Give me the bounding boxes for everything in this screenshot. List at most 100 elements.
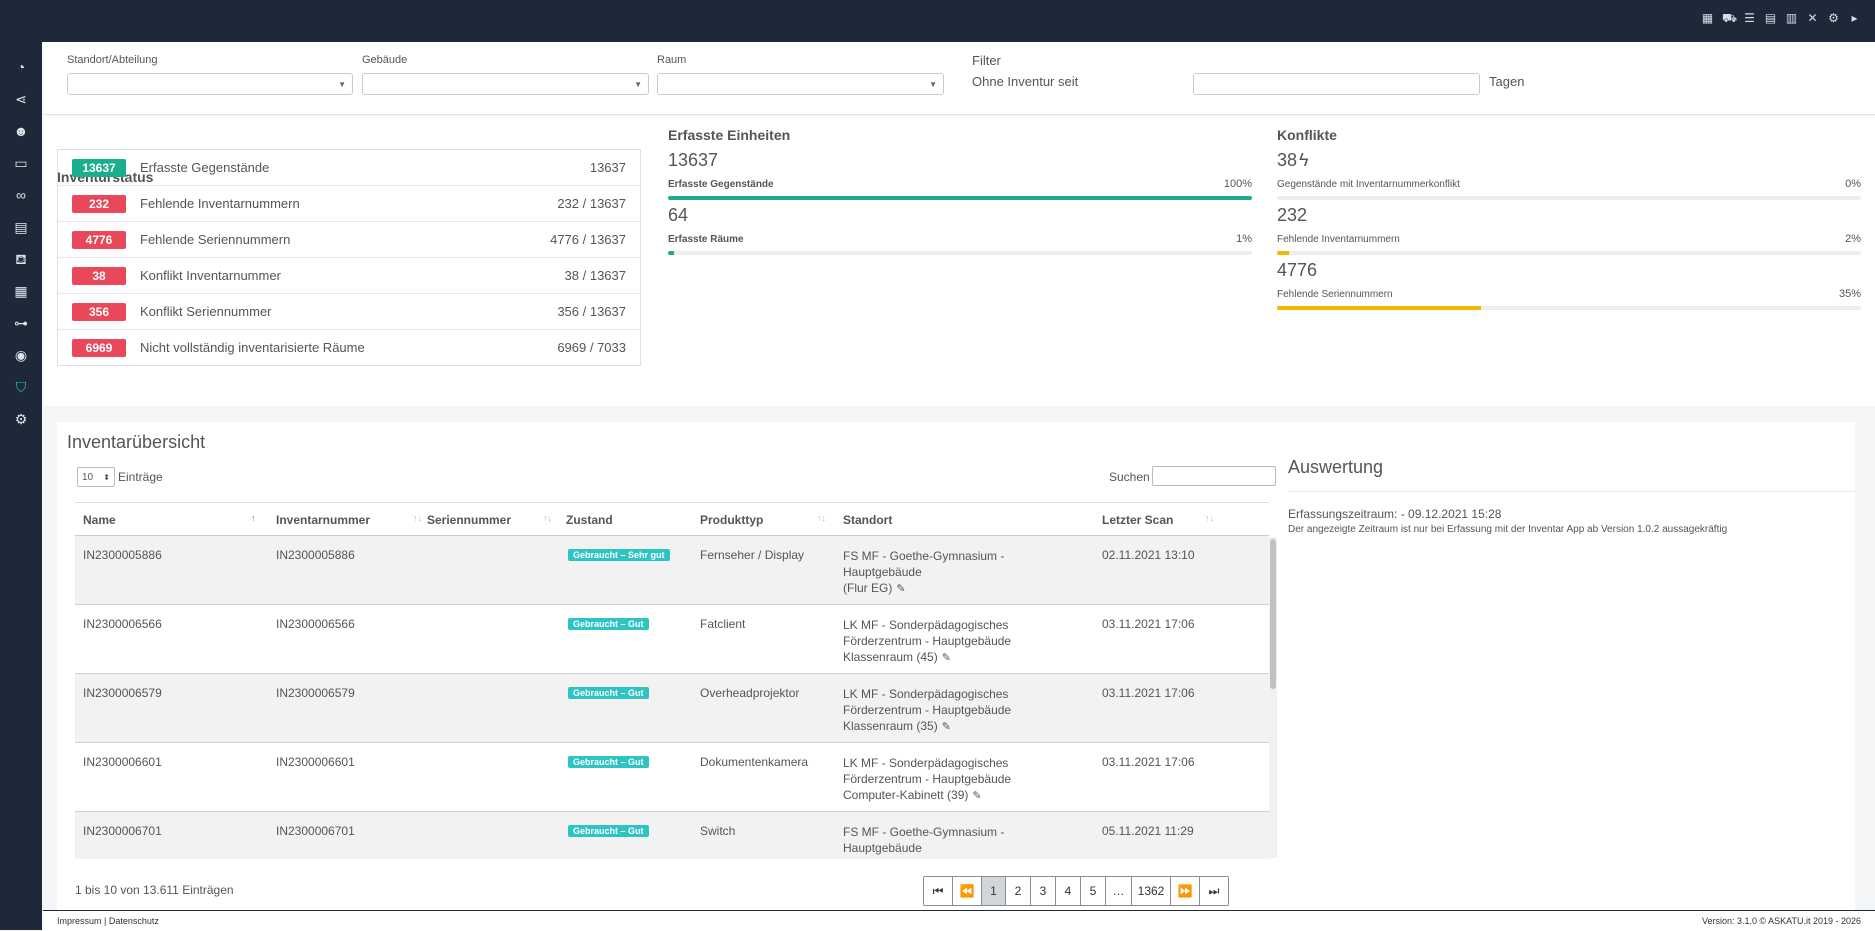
status-value: 38 / 13637 — [564, 268, 626, 283]
gebaeude-select[interactable]: ▼ — [362, 73, 649, 95]
progress-bar — [668, 196, 1252, 200]
page-5-button[interactable]: 5 — [1081, 877, 1106, 905]
next-page-button[interactable]: ⏩ — [1171, 877, 1200, 905]
col-produkttyp[interactable]: Produkttyp — [700, 513, 764, 527]
top-bar: ▦ ⛟ ☰ ▤ ▥ ✕ ⚙ ▸ — [0, 0, 1875, 42]
table-row[interactable]: IN2300006601 IN2300006601 Gebraucht – Gut D… — [75, 743, 1269, 812]
clipboard-icon[interactable]: ▤ — [1764, 11, 1777, 25]
col-seriennummer[interactable]: Seriennummer — [427, 513, 512, 527]
shield-icon[interactable]: ⛉ — [15, 379, 27, 395]
cell-standort: FS MF - Goethe-Gymnasium -Hauptgebäude(K… — [843, 824, 1043, 859]
table-row[interactable]: IN2300006579 IN2300006579 Gebraucht – Gut O… — [75, 674, 1269, 743]
list-icon[interactable]: ☰ — [1744, 11, 1755, 25]
search-input[interactable] — [1152, 466, 1276, 486]
document-icon[interactable]: ▤ — [14, 219, 28, 235]
sort-icon[interactable]: ↑↓ — [413, 513, 422, 523]
raum-select[interactable]: ▼ — [657, 73, 944, 95]
edit-icon[interactable]: ✎ — [1010, 857, 1019, 859]
last-page-button[interactable]: ⏭ — [1200, 877, 1228, 905]
table-row[interactable]: IN2300006701 IN2300006701 Gebraucht – Gut S… — [75, 812, 1269, 859]
status-row[interactable]: 6969 Nicht vollständig inventarisierte Rä… — [58, 330, 640, 365]
table-row[interactable]: IN2300006566 IN2300006566 Gebraucht – Gut F… — [75, 605, 1269, 674]
col-zustand[interactable]: Zustand — [566, 513, 613, 527]
page-1-button[interactable]: 1 — [982, 877, 1006, 905]
sort-icon[interactable]: ↑↓ — [817, 513, 826, 523]
kpi-percent: 2% — [1845, 233, 1861, 245]
kpi-percent: 35% — [1838, 288, 1861, 300]
cell-produkttyp: Overheadprojektor — [700, 686, 800, 700]
status-row[interactable]: 232 Fehlende Inventarnummern 232 / 13637 — [58, 186, 640, 222]
car-icon[interactable]: ⛟ — [1722, 11, 1738, 25]
filter-label: Filter — [972, 53, 1001, 68]
sort-icon[interactable]: ↑↓ — [1205, 513, 1214, 523]
cell-inventarnummer: IN2300005886 — [276, 548, 355, 562]
cell-inventarnummer: IN2300006601 — [276, 755, 355, 769]
page-length-select[interactable]: 10 ⬍ — [77, 467, 115, 487]
status-row[interactable]: 38 Konflikt Inventarnummer 38 / 13637 — [58, 258, 640, 294]
progress-bar — [1277, 196, 1861, 200]
calendar-icon[interactable]: ▦ — [1701, 11, 1714, 25]
status-row[interactable]: 4776 Fehlende Seriennummern 4776 / 13637 — [58, 222, 640, 258]
table-scrollbar[interactable] — [1269, 537, 1277, 858]
handshake-icon[interactable]: ∞ — [16, 187, 26, 203]
standort-line: LK MF - Sonderpädagogisches — [843, 687, 1009, 701]
standort-line-wrap: (Flur EG) ✎ — [843, 580, 1043, 597]
more-icon[interactable]: ▸ — [1851, 11, 1858, 25]
tools-icon[interactable]: ✕ — [1807, 11, 1818, 25]
edit-icon[interactable]: ✎ — [941, 652, 951, 664]
cell-inventarnummer: IN2300006566 — [276, 617, 355, 631]
kpi-percent: 1% — [1236, 233, 1252, 245]
col-letzter-scan[interactable]: Letzter Scan — [1102, 513, 1174, 527]
standort-label: Standort/Abteilung — [67, 54, 158, 66]
main-content: Standort/Abteilung ▼ Gebäude ▼ Raum ▼ Fi… — [43, 42, 1875, 927]
share-icon[interactable]: ⋖ — [15, 91, 27, 107]
kpi-percent: 100% — [1223, 178, 1252, 190]
chevron-down-icon: ▼ — [634, 80, 642, 89]
status-value: 4776 / 13637 — [550, 232, 626, 247]
progress-bar — [1277, 306, 1861, 310]
sort-icon[interactable]: ↑↓ — [543, 513, 552, 523]
footer: Impressum | Datenschutz Version: 3.1.0 ©… — [43, 910, 1875, 931]
tage-input[interactable] — [1193, 73, 1480, 95]
kpi-number: 64 — [668, 205, 689, 225]
cell-standort: LK MF - Sonderpädagogisches Förderzentrum… — [843, 617, 1043, 666]
page-1362-button[interactable]: 1362 — [1132, 877, 1171, 905]
top-icon-bar: ▦ ⛟ ☰ ▤ ▥ ✕ ⚙ ▸ — [1701, 12, 1861, 25]
col-standort[interactable]: Standort — [843, 513, 893, 527]
desktop-icon[interactable]: ▭ — [14, 155, 28, 171]
page-2-button[interactable]: 2 — [1006, 877, 1031, 905]
previous-page-button[interactable]: ⏪ — [953, 877, 982, 905]
sort-asc-icon[interactable]: ↑ — [251, 513, 256, 523]
standort-line: Klassenraum (35) — [843, 719, 938, 733]
dashboard-icon[interactable]: ◔ — [16, 59, 26, 75]
users-icon[interactable]: ☻ — [13, 123, 29, 139]
sitemap-icon[interactable]: ⊶ — [14, 315, 28, 331]
user-circle-icon[interactable]: ◉ — [14, 347, 28, 363]
footer-links[interactable]: Impressum | Datenschutz — [57, 916, 159, 926]
progress-fill — [1277, 251, 1289, 255]
boxes-icon[interactable]: ▦ — [14, 283, 28, 299]
cart-icon[interactable]: ⛾ — [15, 251, 27, 267]
zustand-badge: Gebraucht – Sehr gut — [568, 549, 670, 561]
status-row[interactable]: 356 Konflikt Seriennummer 356 / 13637 — [58, 294, 640, 330]
col-inventarnummer[interactable]: Inventarnummer — [276, 513, 371, 527]
edit-icon[interactable]: ✎ — [972, 790, 982, 802]
status-value: 232 / 13637 — [557, 196, 626, 211]
page-3-button[interactable]: 3 — [1031, 877, 1056, 905]
progress-fill — [668, 196, 1252, 200]
first-page-button[interactable]: ⏮ — [924, 877, 953, 905]
page-4-button[interactable]: 4 — [1056, 877, 1081, 905]
cell-letzter-scan: 03.11.2021 17:06 — [1102, 686, 1195, 700]
bolt-icon: ϟ — [1299, 150, 1309, 170]
status-row[interactable]: 13637 Erfasste Gegenstände 13637 — [58, 150, 640, 186]
edit-icon[interactable]: ✎ — [896, 583, 906, 595]
scrollbar-thumb[interactable] — [1270, 539, 1276, 689]
cogs-icon[interactable]: ⚙ — [1828, 11, 1839, 25]
settings-icon[interactable]: ⚙ — [14, 411, 28, 427]
edit-icon[interactable]: ✎ — [941, 721, 951, 733]
kpi-number: 38 — [1277, 150, 1298, 170]
calculator-icon[interactable]: ▥ — [1785, 11, 1798, 25]
standort-select[interactable]: ▼ — [67, 73, 353, 95]
col-name[interactable]: Name — [83, 513, 116, 527]
table-row[interactable]: IN2300005886 IN2300005886 Gebraucht – Sehr… — [75, 536, 1269, 605]
